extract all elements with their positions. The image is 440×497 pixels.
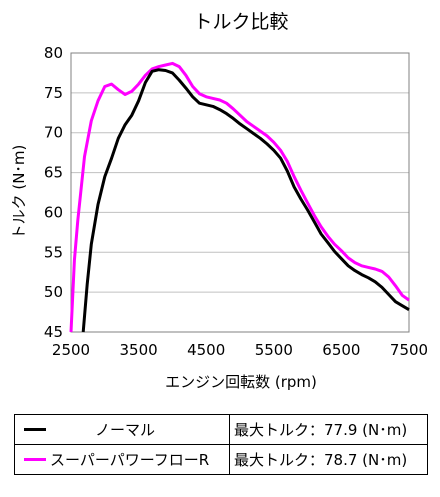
legend-swatch-normal — [24, 428, 46, 431]
legend-name-cell: ノーマル — [14, 414, 230, 445]
series-1 — [69, 61, 410, 333]
y-tick-label: 65 — [44, 164, 63, 182]
legend-swatch-superpowerflow — [24, 458, 46, 461]
y-axis-title: トルク (N･m) — [10, 145, 28, 240]
y-tick-label: 50 — [44, 283, 63, 301]
y-tick-label: 75 — [44, 84, 63, 102]
series-line — [69, 61, 410, 333]
legend-max-torque: 最大トルク：78.7 (N･m) — [229, 444, 428, 475]
y-tick-label: 70 — [44, 124, 63, 142]
series-line — [81, 68, 410, 333]
legend-row-normal: ノーマル 最大トルク：77.9 (N･m) — [14, 414, 428, 445]
x-tick-label: 5500 — [255, 341, 293, 359]
legend-name-cell: スーパーパワーフローR — [14, 444, 230, 475]
plot-area-border — [70, 52, 410, 333]
legend-row-superpowerflow: スーパーパワーフローR 最大トルク：78.7 (N･m) — [14, 444, 428, 475]
y-tick-label: 55 — [44, 243, 63, 261]
y-tick-label: 60 — [44, 203, 63, 221]
series-0 — [81, 68, 410, 333]
chart-title: トルク比較 — [193, 11, 288, 33]
x-axis-title: エンジン回転数 (rpm) — [165, 373, 317, 391]
torque-chart: トルク比較 45 50 55 60 65 70 75 80 2500 3500 4500 5500 6… — [10, 11, 428, 391]
y-tick-label: 45 — [44, 323, 63, 341]
x-tick-label: 6500 — [322, 341, 360, 359]
y-tick-labels: 45 50 55 60 65 70 75 80 — [44, 44, 63, 341]
legend-series-name: ノーマル — [94, 421, 155, 439]
series-layer — [69, 61, 410, 333]
y-tick-label: 80 — [44, 44, 63, 62]
legend-series-name: スーパーパワーフローR — [50, 451, 210, 469]
x-tick-label: 4500 — [187, 341, 225, 359]
legend-table: ノーマル 最大トルク：77.9 (N･m) スーパーパワーフローR 最大トルク：… — [14, 414, 428, 475]
x-tick-label: 2500 — [52, 341, 90, 359]
x-tick-label: 7500 — [390, 341, 428, 359]
x-tick-label: 3500 — [120, 341, 158, 359]
legend-max-torque: 最大トルク：77.9 (N･m) — [229, 414, 428, 445]
x-tick-labels: 2500 3500 4500 5500 6500 7500 — [52, 341, 428, 359]
